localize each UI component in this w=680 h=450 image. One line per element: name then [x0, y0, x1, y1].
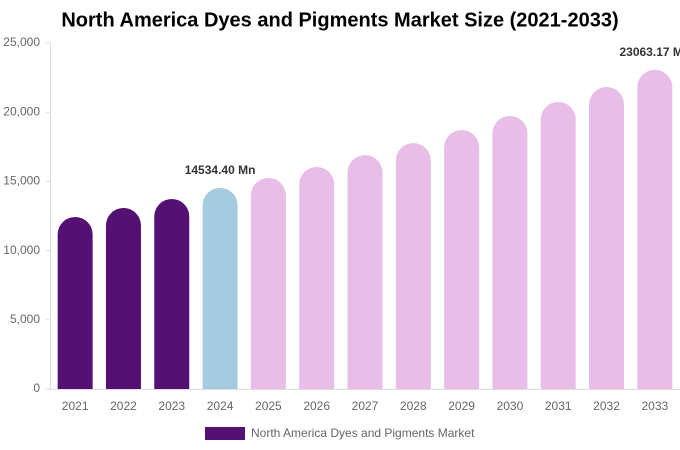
- bar: [589, 87, 625, 389]
- x-tick-label: 2030: [497, 399, 524, 413]
- legend-label: North America Dyes and Pigments Market: [251, 426, 475, 440]
- y-tick-label: 20,000: [3, 104, 40, 118]
- x-tick-label: 2022: [110, 399, 137, 413]
- x-tick-label: 2021: [62, 399, 89, 413]
- x-tick-label: 2031: [545, 399, 572, 413]
- x-tick-label: 2028: [400, 399, 427, 413]
- x-tick-label: 2029: [448, 399, 475, 413]
- bar: [492, 115, 528, 390]
- x-tick-label: 2033: [641, 399, 668, 413]
- bar: [540, 101, 576, 389]
- y-tick-label: 0: [33, 381, 40, 395]
- data-label: 23063.17 Mn: [619, 45, 680, 59]
- bar: [637, 69, 673, 389]
- x-tick-label: 2023: [158, 399, 185, 413]
- y-tick-label: 10,000: [3, 243, 40, 257]
- x-tick-label: 2026: [303, 399, 330, 413]
- chart-title: North America Dyes and Pigments Market S…: [61, 9, 618, 31]
- y-tick-label: 15,000: [3, 174, 40, 188]
- data-label: 14534.40 Mn: [185, 163, 256, 177]
- y-tick-label: 5,000: [10, 312, 40, 326]
- bar: [347, 155, 383, 389]
- bar: [395, 143, 431, 389]
- bar: [444, 130, 480, 390]
- bar: [299, 167, 335, 389]
- bar: [57, 216, 93, 389]
- bar: [250, 177, 286, 389]
- x-tick-label: 2025: [255, 399, 282, 413]
- x-tick-label: 2032: [593, 399, 620, 413]
- bar: [202, 187, 238, 389]
- y-tick-label: 25,000: [3, 35, 40, 49]
- bar: [154, 198, 190, 389]
- x-tick-label: 2027: [352, 399, 379, 413]
- bar: [105, 207, 141, 389]
- x-tick-label: 2024: [207, 399, 234, 413]
- legend-swatch: [205, 427, 245, 440]
